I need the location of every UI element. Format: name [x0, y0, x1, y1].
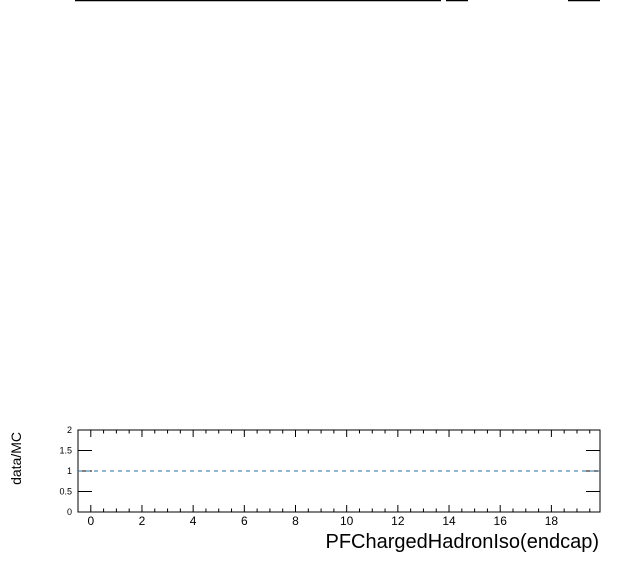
y-tick-label: 1.5 — [59, 446, 72, 456]
axis-ticks — [77, 429, 600, 513]
y-tick-label: 0 — [67, 507, 72, 517]
x-tick-label: 10 — [340, 514, 354, 528]
x-tick-label: 2 — [139, 514, 146, 528]
x-tick-label: 8 — [292, 514, 299, 528]
x-tick-labels: 0 2 4 6 8 10 12 14 16 18 — [87, 514, 558, 528]
y-tick-labels: 0 0.5 1 1.5 2 — [59, 425, 72, 517]
x-tick-label: 4 — [190, 514, 197, 528]
y-tick-label: 1 — [67, 466, 72, 476]
x-tick-label: 0 — [87, 514, 94, 528]
x-tick-label: 12 — [391, 514, 405, 528]
y-tick-label: 2 — [67, 425, 72, 435]
x-tick-label: 16 — [494, 514, 508, 528]
y-axis-title: data/MC — [8, 432, 24, 485]
y-tick-label: 0.5 — [59, 487, 72, 497]
x-tick-label: 6 — [241, 514, 248, 528]
x-tick-label: 18 — [545, 514, 559, 528]
x-tick-label: 14 — [442, 514, 456, 528]
x-axis-title: PFChargedHadronIso(endcap) — [326, 531, 600, 553]
